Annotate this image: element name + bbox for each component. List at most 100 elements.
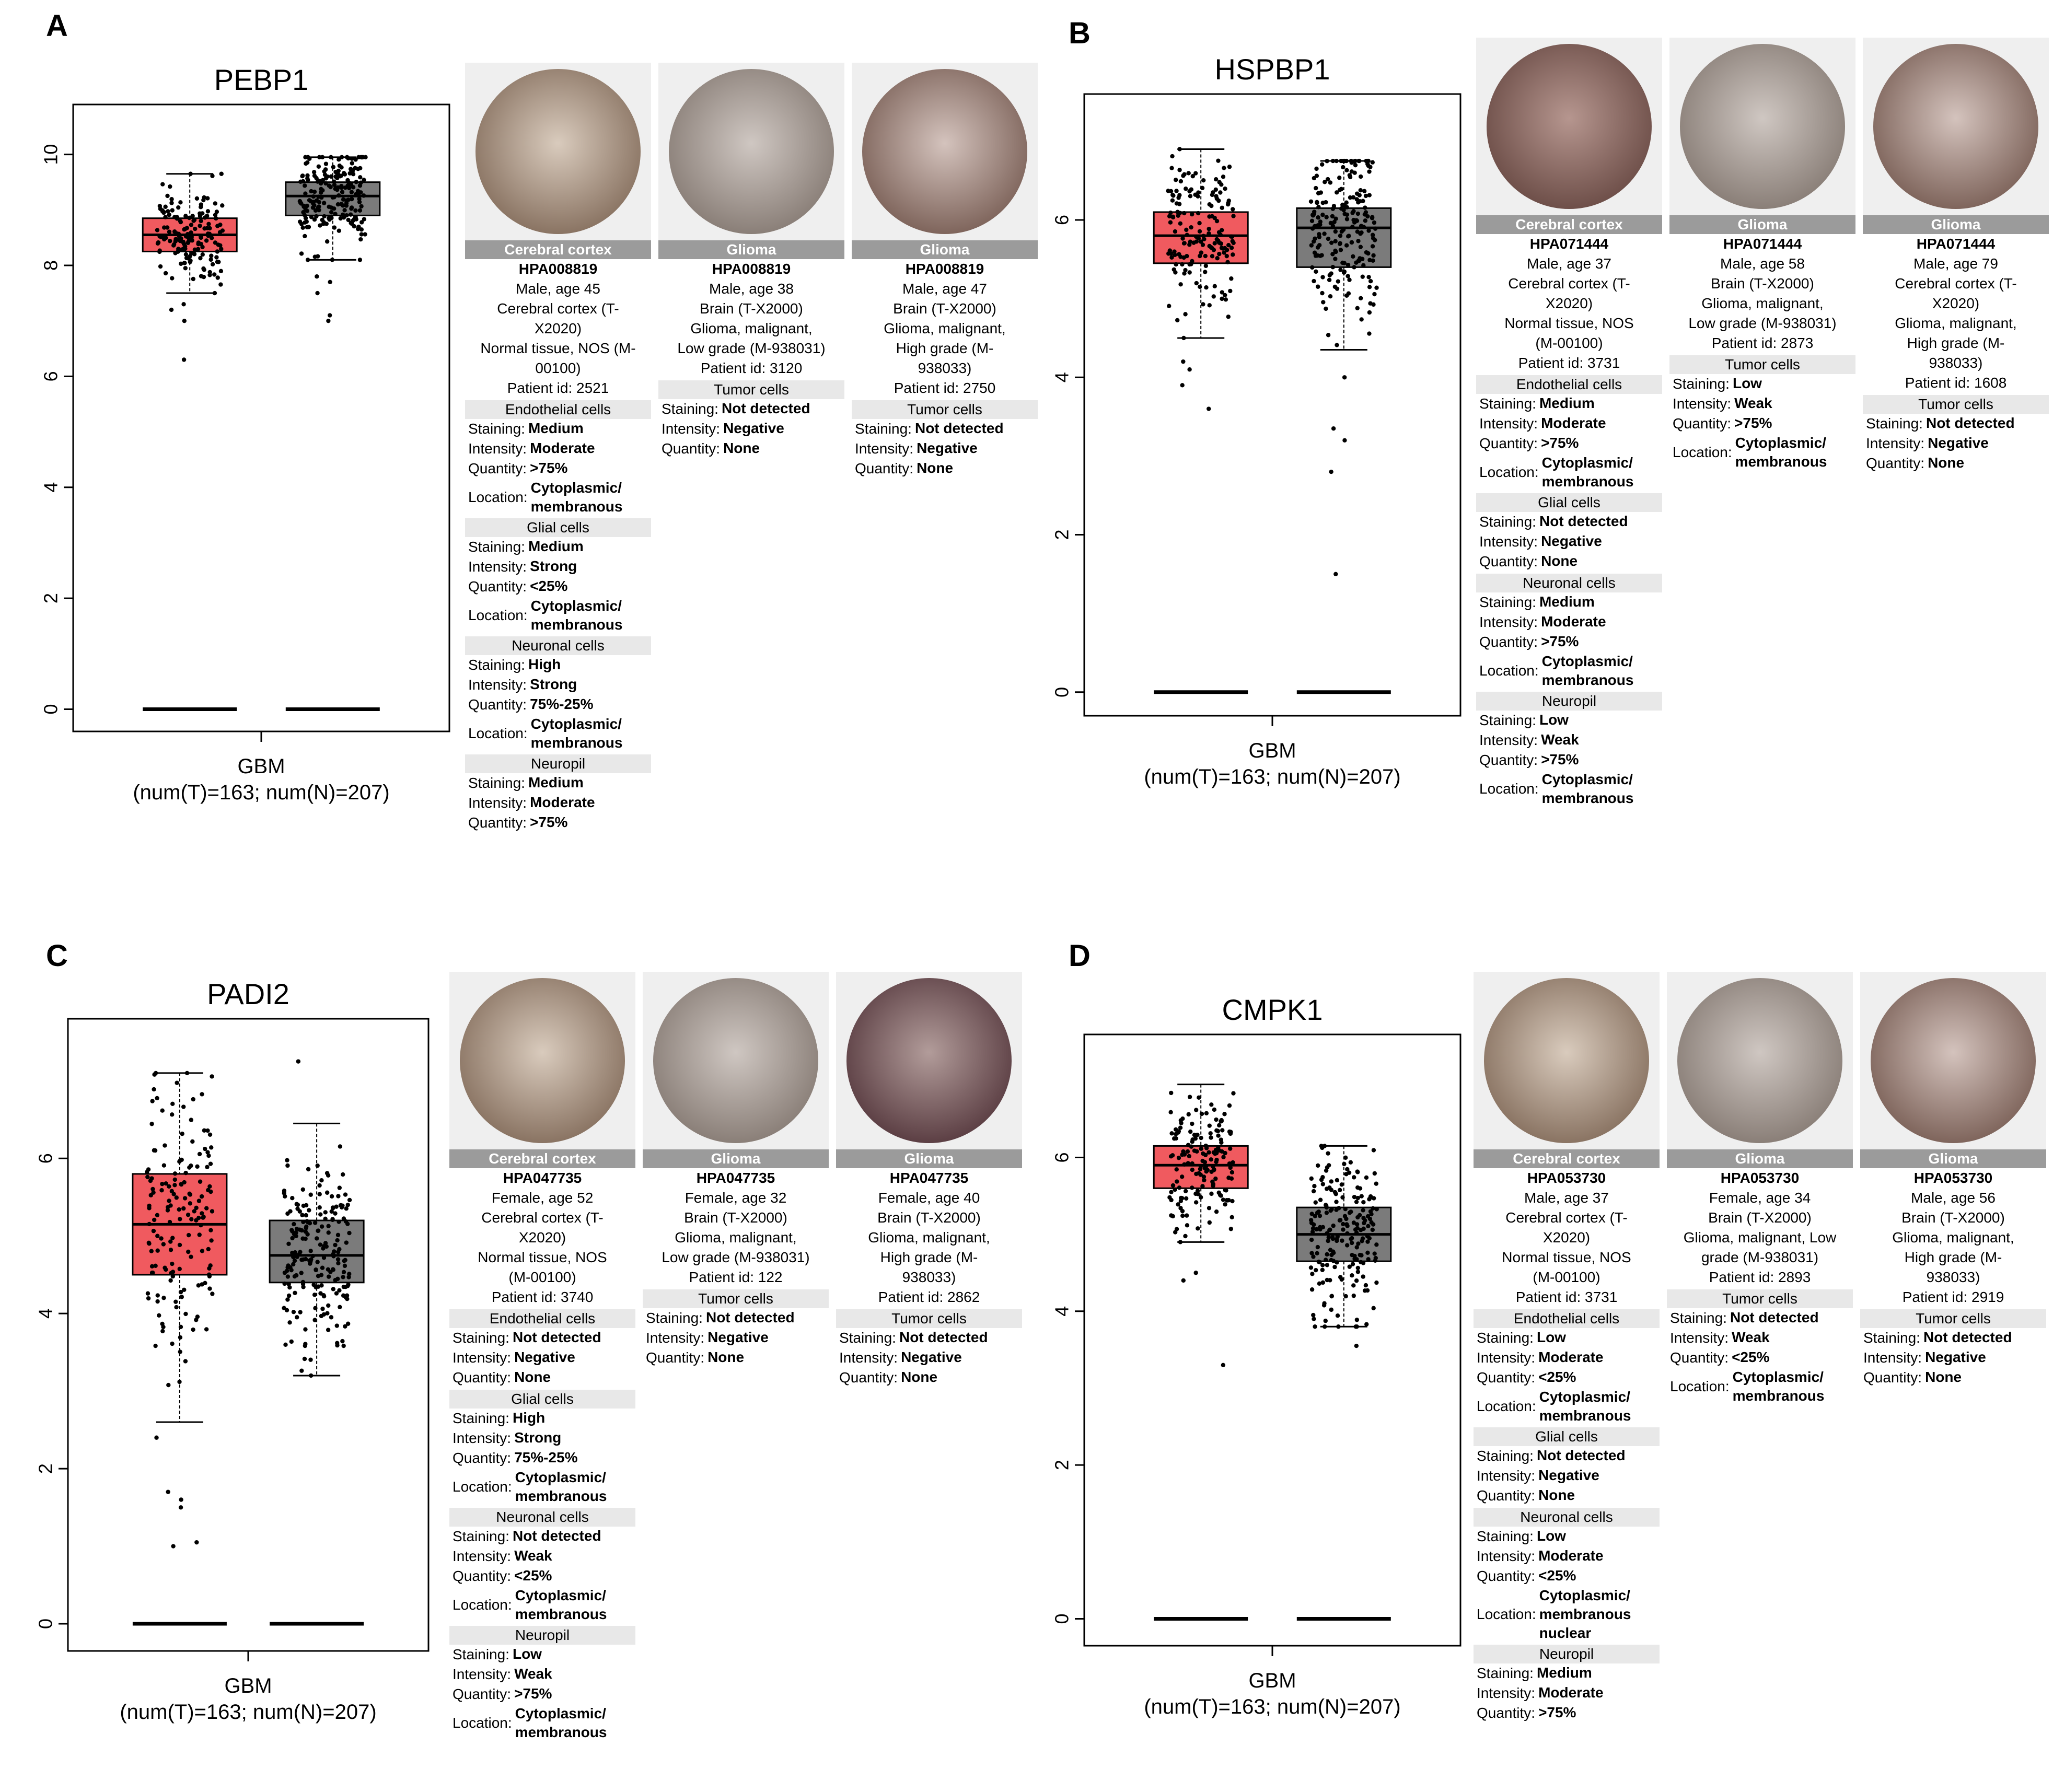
data-point [331,179,337,184]
annotation-row: Quantity: <25% [1667,1348,1853,1368]
data-point [1185,1149,1190,1154]
data-point [150,1270,155,1275]
data-point [1326,1151,1330,1156]
data-point [1181,335,1186,341]
data-point [204,1327,209,1332]
annotation-row: Quantity: >75% [1476,632,1662,652]
ihc-tile: Glioma HPA053730 Female, age 34 Brain (T-X2… [1667,972,1853,1723]
data-point [185,240,190,246]
data-point [169,201,174,205]
tissue-core [1873,44,2038,209]
data-point [1350,1262,1355,1266]
data-point [215,249,220,254]
data-point [1176,1129,1181,1134]
data-point [1321,1303,1327,1308]
data-point [303,1327,308,1332]
annotation-value: Negative [707,1329,769,1345]
annotation-key: Quantity: [855,460,914,476]
annotation-row: Quantity: 75%-25% [465,695,651,715]
data-point [1174,189,1179,193]
data-point [1366,228,1371,233]
annotation-value: Strong [514,1429,562,1446]
annotation-value: Cytoplasmic/ membranous [515,1587,607,1622]
data-point [319,179,324,183]
data-point [1323,180,1327,184]
annotation-row: Quantity: >75% [465,813,651,833]
data-point [320,1265,325,1270]
data-point [1374,285,1379,290]
data-point [1359,1194,1364,1198]
data-point [1367,1236,1372,1241]
data-point [145,1174,150,1180]
data-point [153,1343,158,1348]
annotation-key: Quantity: [1479,435,1538,451]
data-point [192,1209,196,1214]
data-point [1315,1163,1320,1168]
data-point [316,164,321,169]
cell-type-header: Neuropil [1474,1645,1660,1663]
data-point [149,1122,154,1126]
data-point [1363,1283,1368,1288]
data-point [1190,212,1194,217]
data-point [1178,1125,1183,1130]
data-point [1364,1175,1369,1180]
data-point [181,1104,186,1109]
annotation-key: Staining: [1863,1330,1920,1346]
data-point [1221,174,1226,179]
data-point [1215,256,1220,261]
data-point [1173,1230,1178,1235]
metadata-line: Glioma, malignant, [884,320,1006,336]
data-point [324,1171,330,1176]
data-point [1176,1156,1181,1160]
annotation-value: Moderate [1541,415,1606,431]
cell-type-header: Neuronal cells [465,636,651,655]
data-point [1366,1224,1371,1229]
data-point [163,1265,167,1270]
metadata-line: High grade (M- [880,1249,978,1265]
data-point [303,1229,308,1234]
data-point [1186,1112,1191,1117]
data-point [339,1205,344,1210]
data-point [307,156,312,161]
data-point [209,1145,214,1150]
data-point [182,1180,187,1185]
metadata-line: High grade (M- [1907,335,2005,351]
metadata-line: Male, age 79 [1913,255,1998,272]
data-point [1207,1150,1211,1155]
data-point [1333,229,1338,234]
ihc-tile-row: Cerebral cortex HPA008819 Male, age 45 Cere… [465,63,1038,833]
data-point [183,1311,188,1317]
annotation-key: Intensity: [453,1349,512,1366]
metadata-line: Glioma, malignant, [1701,295,1824,311]
data-point [1334,1200,1339,1204]
data-point [312,1293,317,1297]
data-point [1373,226,1378,231]
data-point [325,1311,330,1316]
annotation-row: Intensity: Moderate [1476,414,1662,434]
data-point [1341,207,1346,213]
data-point [1217,180,1222,184]
data-point [1219,1193,1223,1198]
tissue-core-svg [653,978,818,1143]
annotation-value: None [1538,1487,1575,1503]
data-point [324,239,330,244]
annotation-key: Location: [453,1597,512,1613]
cell-type-header: Neuronal cells [1474,1508,1660,1527]
data-point [1371,1306,1376,1311]
data-point [188,1201,193,1206]
data-point [1184,1196,1189,1201]
data-point [1344,212,1350,217]
data-point [1170,198,1175,203]
data-point [1202,1178,1207,1183]
annotation-value: None [917,460,954,476]
outlier-point [194,1540,199,1545]
data-point [342,208,347,213]
tissue-core [1677,978,1842,1143]
antibody-id: HPA047735 [503,1170,582,1186]
data-point [1176,1202,1180,1207]
data-point [331,165,336,169]
data-point [340,1172,345,1177]
data-point [1341,1227,1346,1232]
data-point [1220,296,1224,301]
annotation-row: Location: Cytoplasmic/ membranous [465,479,651,516]
